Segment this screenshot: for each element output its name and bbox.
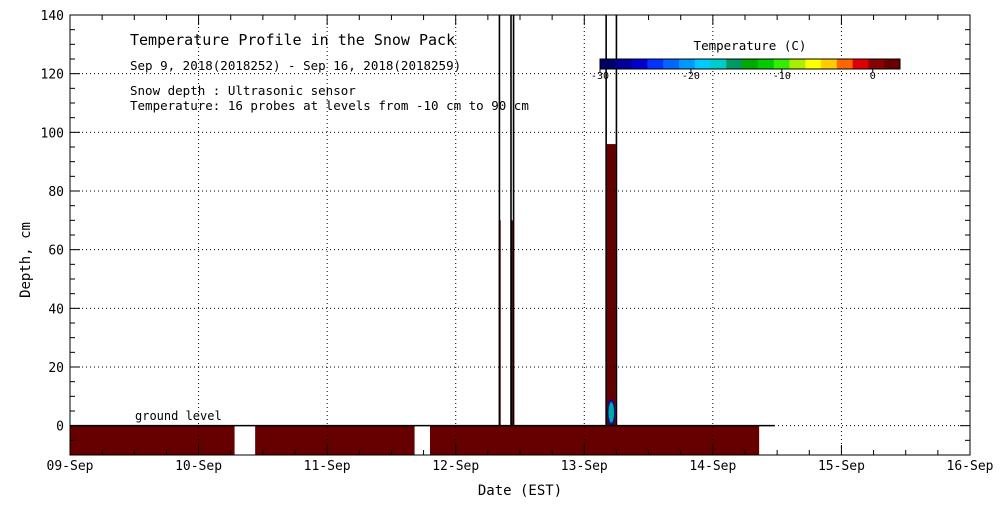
legend-color-cell	[789, 59, 806, 69]
legend-color-cell	[615, 59, 633, 69]
legend-frame	[599, 58, 901, 70]
legend-tick-label: -30	[591, 71, 609, 82]
y-tick-label: 20	[48, 361, 64, 376]
legend-tick-label: -10	[773, 71, 791, 82]
legend-color-cell	[836, 59, 854, 69]
y-tick-label: 80	[48, 185, 64, 200]
y-tick-label: 0	[56, 420, 64, 435]
legend-title: Temperature (C)	[694, 38, 807, 53]
legend-color-cell	[852, 59, 869, 69]
x-tick-label: 13-Sep	[561, 459, 608, 474]
ground-temperature-block	[70, 425, 235, 455]
legend-color-cell	[805, 59, 822, 69]
y-tick-label: 40	[48, 302, 64, 317]
y-tick-label: 120	[41, 68, 64, 83]
x-axis-label: Date (EST)	[478, 483, 562, 499]
chart-title: Temperature Profile in the Snow Pack	[130, 31, 455, 49]
x-tick-label: 12-Sep	[432, 459, 479, 474]
legend-color-cell	[600, 59, 617, 69]
chart-subtitle: Sep 9, 2018(2018252) - Sep 16, 2018(2018…	[130, 58, 461, 73]
legend-color-cell	[726, 59, 743, 69]
chart-text: Temperature Profile in the Snow Pack Sep…	[18, 31, 806, 499]
legend-color-cell	[694, 59, 712, 69]
temperature-column	[511, 220, 513, 426]
legend-color-cell	[647, 59, 664, 69]
legend-tick-label: 0	[870, 71, 876, 82]
legend-color-cell	[663, 59, 680, 69]
y-tick-label: 60	[48, 244, 64, 259]
x-tick-label: 09-Sep	[47, 459, 94, 474]
legend-color-cell	[631, 59, 648, 69]
legend-color-cell	[757, 59, 775, 69]
plot-frame	[69, 14, 971, 456]
x-tick-label: 15-Sep	[818, 459, 865, 474]
legend-color-cell	[742, 59, 759, 69]
legend-color-cell	[710, 59, 727, 69]
ground-level-label: ground level	[135, 409, 222, 423]
ground-temperature-block	[255, 425, 415, 455]
legend-color-cell	[821, 59, 838, 69]
x-tick-label: 16-Sep	[947, 459, 994, 474]
annotation-temperature: Temperature: 16 probes at levels from -1…	[130, 98, 529, 113]
y-axis-label: Depth, cm	[18, 222, 34, 298]
y-tick-label: 140	[41, 9, 64, 24]
legend-tick-label: -20	[682, 71, 700, 82]
legend-color-cell	[773, 59, 790, 69]
x-tick-label: 11-Sep	[304, 459, 351, 474]
y-tick-label: 100	[41, 126, 64, 141]
legend-color-cell	[868, 59, 885, 69]
x-tick-label: 10-Sep	[175, 459, 222, 474]
ground-temperature-block	[430, 425, 760, 455]
cold-temperature-patch	[608, 402, 614, 423]
legend-color-cell	[678, 59, 696, 69]
x-tick-label: 14-Sep	[689, 459, 736, 474]
temperature-column	[606, 144, 616, 426]
plot-area	[70, 144, 760, 455]
color-legend: -30 -20 -10 0	[591, 58, 901, 82]
legend-color-cell	[884, 59, 901, 69]
axes: 09-Sep 10-Sep 11-Sep 12-Sep 13-Sep 14-Sep 15-S…	[41, 9, 994, 474]
annotation-snow-depth: Snow depth : Ultrasonic sensor	[130, 83, 356, 98]
